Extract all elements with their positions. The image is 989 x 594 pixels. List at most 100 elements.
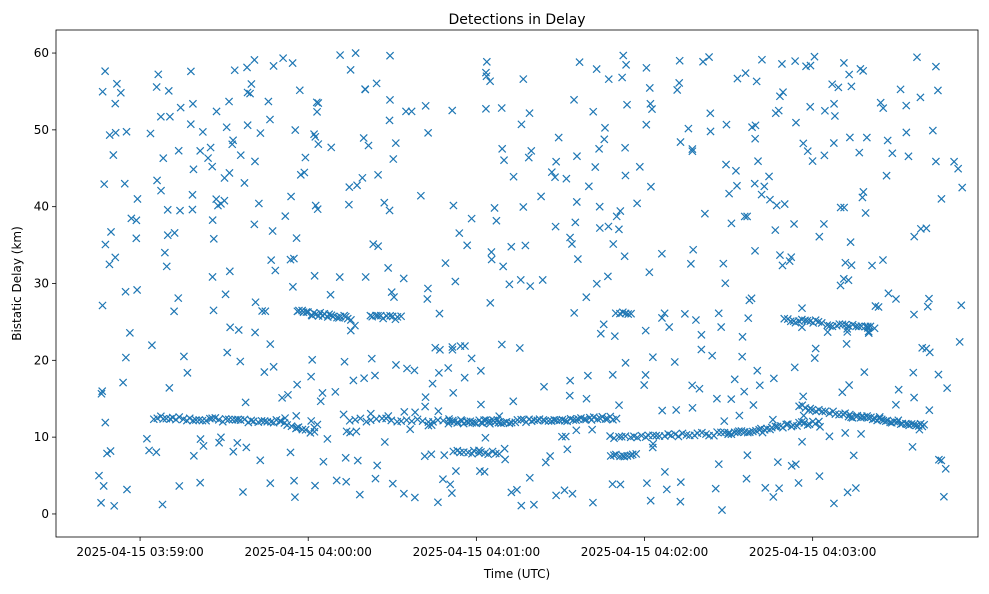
data-point xyxy=(941,464,950,473)
y-tick-label: 30 xyxy=(34,277,49,291)
data-point xyxy=(292,423,301,432)
data-point xyxy=(501,455,510,464)
data-point xyxy=(230,66,239,75)
data-point xyxy=(302,308,311,317)
data-point xyxy=(843,324,852,333)
data-point xyxy=(855,148,864,157)
data-point xyxy=(434,407,443,416)
data-point xyxy=(199,441,208,450)
data-point xyxy=(275,416,284,425)
data-point xyxy=(570,308,579,317)
data-point xyxy=(672,405,681,415)
data-point xyxy=(560,416,569,425)
data-point xyxy=(883,136,892,145)
data-point xyxy=(769,492,778,501)
data-point xyxy=(592,65,601,74)
data-point xyxy=(247,79,256,89)
data-point xyxy=(738,352,747,361)
data-point xyxy=(806,102,815,111)
data-point xyxy=(632,449,641,458)
data-point xyxy=(572,426,581,435)
data-point xyxy=(223,348,232,357)
data-point xyxy=(234,325,243,335)
data-point xyxy=(288,282,297,291)
data-point xyxy=(261,307,270,316)
data-point xyxy=(909,310,919,319)
data-point xyxy=(817,318,826,327)
data-point xyxy=(296,170,305,179)
data-point xyxy=(842,339,851,348)
data-point xyxy=(771,226,780,235)
data-point xyxy=(808,157,817,166)
data-point xyxy=(706,127,715,136)
data-point xyxy=(372,79,381,88)
data-point xyxy=(191,415,200,425)
data-point xyxy=(609,239,618,249)
data-point xyxy=(689,245,698,254)
data-point xyxy=(612,212,621,221)
data-point xyxy=(516,275,525,284)
data-point xyxy=(599,320,608,329)
data-point xyxy=(401,107,411,116)
data-point xyxy=(680,309,689,318)
data-point xyxy=(391,139,400,148)
data-point xyxy=(525,109,534,118)
data-point xyxy=(820,151,829,160)
data-point xyxy=(389,155,398,164)
data-point xyxy=(164,86,173,95)
data-point xyxy=(857,429,866,438)
data-point xyxy=(416,191,425,200)
data-point xyxy=(912,53,922,62)
data-point xyxy=(397,312,406,321)
chart-title: Detections in Delay xyxy=(448,12,585,28)
data-point xyxy=(810,354,819,363)
data-point xyxy=(198,416,207,425)
data-point xyxy=(846,238,855,247)
data-point xyxy=(215,438,224,447)
data-point xyxy=(572,152,581,161)
data-point xyxy=(603,272,612,281)
data-point xyxy=(387,288,396,297)
data-point xyxy=(366,409,375,418)
data-point xyxy=(295,86,304,95)
data-point xyxy=(732,181,741,190)
data-point xyxy=(369,240,378,249)
data-point xyxy=(744,314,753,323)
data-point xyxy=(515,343,524,352)
data-point xyxy=(569,415,578,424)
data-point xyxy=(840,203,849,212)
data-point xyxy=(819,219,828,229)
data-point xyxy=(648,353,657,362)
data-point xyxy=(385,206,394,215)
data-point xyxy=(507,242,516,251)
data-point xyxy=(738,332,747,341)
data-point xyxy=(790,219,799,229)
data-point xyxy=(373,311,383,320)
data-point xyxy=(882,171,891,180)
data-point xyxy=(825,321,834,330)
data-point xyxy=(355,490,364,499)
data-point xyxy=(589,107,598,116)
data-point xyxy=(421,402,430,411)
data-point xyxy=(799,392,808,401)
data-point xyxy=(247,416,256,425)
data-point xyxy=(351,49,360,58)
data-point xyxy=(441,259,450,268)
data-point xyxy=(539,382,549,391)
data-point xyxy=(509,397,518,406)
data-point xyxy=(891,400,900,409)
data-point xyxy=(323,434,332,443)
data-point xyxy=(670,357,679,367)
data-points xyxy=(94,49,967,515)
data-point xyxy=(279,54,288,63)
data-point xyxy=(449,388,458,397)
data-point xyxy=(214,415,223,424)
data-point xyxy=(424,128,433,137)
data-point xyxy=(727,395,736,404)
data-point xyxy=(384,412,393,421)
data-point xyxy=(427,421,436,430)
data-point xyxy=(562,174,571,183)
data-point xyxy=(908,442,917,451)
data-point xyxy=(748,427,757,436)
data-point xyxy=(438,475,447,484)
